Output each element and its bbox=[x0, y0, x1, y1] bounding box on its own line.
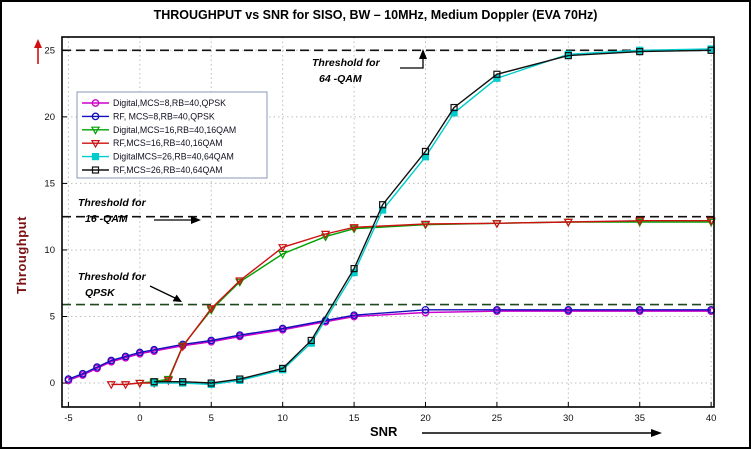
annotation-arrow-qpsk bbox=[149, 285, 176, 299]
legend-item: RF,MCS=26,RB=40,64QAM bbox=[82, 165, 223, 175]
legend-item: RF,MCS=16,RB=40,16QAM bbox=[82, 138, 223, 149]
legend-label: Digital,MCS=8,RB=40,QPSK bbox=[113, 98, 226, 108]
x-tick-label: 10 bbox=[277, 413, 288, 424]
y-tick-label: 5 bbox=[50, 311, 55, 322]
x-tick-label: 15 bbox=[349, 413, 360, 424]
x-tick-label: 25 bbox=[492, 413, 503, 424]
plot-border bbox=[61, 36, 715, 408]
legend-item: Digital,MCS=8,RB=40,QPSK bbox=[82, 98, 226, 108]
y-tick-label: 10 bbox=[44, 245, 55, 256]
legend-item: DigitalMCS=26,RB=40,64QAM bbox=[82, 152, 234, 162]
arrows bbox=[34, 39, 662, 437]
y-tick-label: 15 bbox=[44, 178, 55, 189]
y-axis-label: Throughput bbox=[14, 216, 29, 294]
legend-label: RF,MCS=26,RB=40,64QAM bbox=[113, 165, 223, 175]
legend-label: RF, MCS=8,RB=40,QPSK bbox=[113, 111, 215, 121]
annotation-line: Threshold for bbox=[78, 197, 146, 209]
annotation-line: QPSK bbox=[85, 287, 115, 299]
legend-label: DigitalMCS=26,RB=40,64QAM bbox=[113, 152, 234, 162]
y-tick-label: 25 bbox=[44, 45, 55, 56]
legend: Digital,MCS=8,RB=40,QPSK RF, MCS=8,RB=40,… bbox=[76, 91, 268, 179]
y-tick-label: 0 bbox=[50, 378, 55, 389]
y-tick-label: 20 bbox=[44, 112, 55, 123]
x-tick-label: 5 bbox=[209, 413, 214, 424]
series-Digital,MCS=8,RB=40,QPSK bbox=[64, 307, 715, 385]
legend-item: RF, MCS=8,RB=40,QPSK bbox=[82, 111, 215, 121]
x-tick-label: 20 bbox=[420, 413, 431, 424]
x-tick-label: 0 bbox=[137, 413, 142, 424]
annotation-line: 64 -QAM bbox=[319, 73, 362, 85]
annotation-threshold-64qam: Threshold for 64 -QAM bbox=[312, 55, 380, 87]
annotation-threshold-qpsk: Threshold for QPSK bbox=[78, 269, 146, 301]
legend-label: RF,MCS=16,RB=40,16QAM bbox=[113, 138, 223, 148]
x-tick-label: 40 bbox=[706, 413, 717, 424]
legend-item: Digital,MCS=16,RB=40,16QAM bbox=[82, 125, 236, 135]
annotation-threshold-16qam: Threshold for 16 -QAM bbox=[78, 195, 146, 227]
annotation-arrow-64qam bbox=[400, 56, 424, 69]
x-tick-label: -5 bbox=[64, 413, 72, 424]
annotation-line: Threshold for bbox=[312, 57, 380, 69]
axes-ticks: -5 0 5 10 15 20 25 30 35 40 0 5 10 15 20 25 bbox=[44, 45, 716, 424]
x-axis-label: SNR bbox=[370, 424, 398, 439]
legend-label: Digital,MCS=16,RB=40,16QAM bbox=[113, 125, 236, 135]
chart-title: THROUGHPUT vs SNR for SISO, BW – 10MHz, … bbox=[153, 8, 598, 22]
x-tick-label: 35 bbox=[634, 413, 645, 424]
annotation-line: Threshold for bbox=[78, 271, 146, 283]
annotation-line: 16 -QAM bbox=[85, 213, 128, 225]
series-RF, MCS=8,RB=40,QPSK bbox=[64, 305, 715, 383]
x-tick-label: 30 bbox=[563, 413, 574, 424]
series-RF,MCS=16,RB=40,16QAM bbox=[106, 217, 716, 390]
